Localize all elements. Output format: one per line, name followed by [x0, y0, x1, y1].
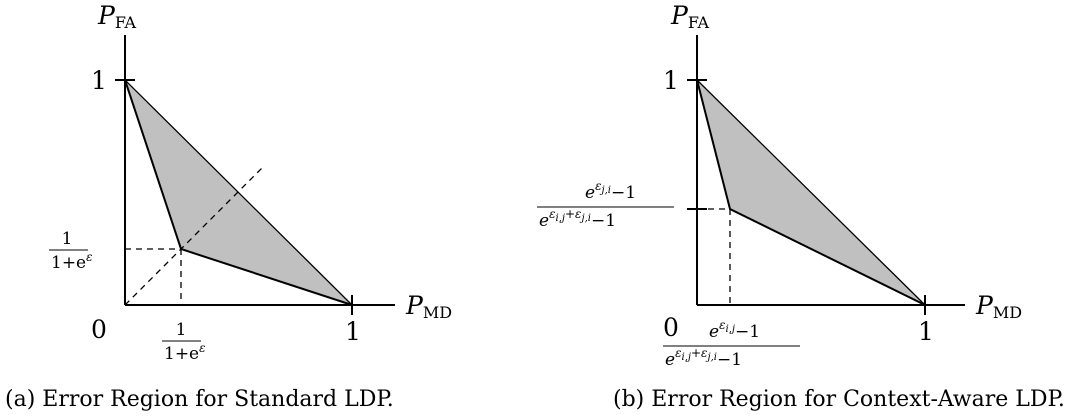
svg-text:eεi,j−1: eεi,j−1 — [709, 318, 760, 342]
svg-text:eεi,j+εj,i−1: eεi,j+εj,i−1 — [539, 207, 616, 231]
svg-text:1+eε: 1+eε — [51, 250, 93, 273]
figure-b: PFA PMD 1 0 1 eεj,i−1 eεi,j+εj,i−1 eεi,j… — [537, 1, 1065, 412]
svg-text:eεj,i−1: eεj,i−1 — [585, 179, 636, 203]
x-tick-label-one-b: 1 — [918, 317, 934, 346]
svg-text:1: 1 — [62, 229, 73, 249]
region-diagonal-a — [124, 79, 353, 306]
figure-a: PFA PMD 1 0 1 1 1+eε 1 1+eε (a) Error Re… — [5, 1, 452, 412]
caption-b: (b) Error Region for Context-Aware LDP. — [613, 387, 1065, 412]
x-fraction-label-a: 1 1+eε — [162, 320, 206, 364]
region-diagonal-b — [696, 79, 926, 306]
caption-a: (a) Error Region for Standard LDP. — [5, 387, 394, 412]
origin-label-a: 0 — [91, 315, 107, 344]
svg-text:1: 1 — [176, 320, 187, 340]
y-axis-title-a: PFA — [97, 1, 137, 32]
x-tick-label-one-a: 1 — [345, 317, 361, 346]
x-axis-title-a: PMD — [405, 291, 452, 322]
y-fraction-label-a: 1 1+eε — [49, 229, 93, 273]
svg-text:eεi,j+εj,i−1: eεi,j+εj,i−1 — [665, 346, 742, 370]
y-axis-title-b: PFA — [670, 1, 710, 32]
y-tick-label-one-a: 1 — [91, 66, 107, 95]
x-axis-title-b: PMD — [975, 291, 1022, 322]
y-fraction-label-b: eεj,i−1 eεi,j+εj,i−1 — [537, 179, 674, 231]
x-fraction-label-b: eεi,j−1 eεi,j+εj,i−1 — [663, 318, 800, 370]
origin-label-b: 0 — [663, 313, 679, 342]
svg-text:1+eε: 1+eε — [164, 341, 206, 364]
y-tick-label-one-b: 1 — [663, 66, 679, 95]
